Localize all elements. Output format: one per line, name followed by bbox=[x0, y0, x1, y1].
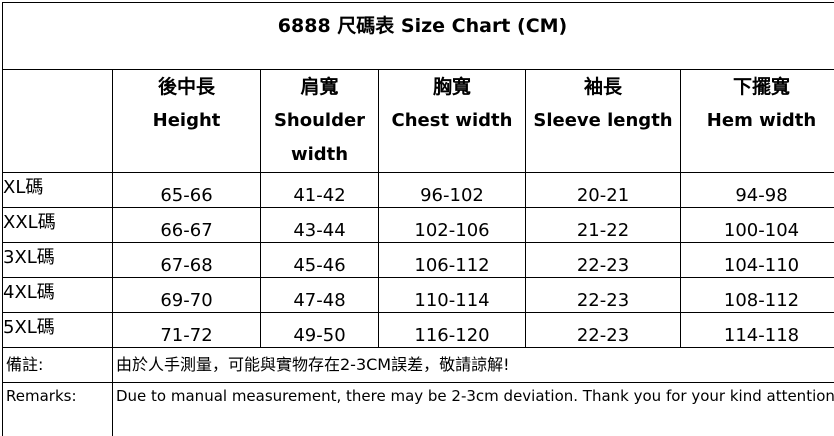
header-cell: 袖長 Sleeve length bbox=[525, 69, 681, 173]
size-value: 20-21 bbox=[525, 172, 681, 208]
size-label: 5XL碼 bbox=[2, 312, 113, 348]
data-row: XXL碼 66-67 43-44 102-106 21-22 100-104 bbox=[2, 207, 834, 243]
size-value: 65-66 bbox=[112, 172, 261, 208]
size-value: 47-48 bbox=[260, 277, 379, 313]
header-cell bbox=[2, 69, 113, 173]
size-value: 104-110 bbox=[679, 242, 834, 278]
size-value: 22-23 bbox=[525, 277, 681, 313]
header-zh: 後中長 bbox=[157, 76, 215, 98]
header-en: Sleeve length bbox=[533, 110, 673, 131]
header-cell: 胸寬 Chest width bbox=[378, 69, 526, 173]
size-label: 3XL碼 bbox=[2, 242, 113, 278]
size-value: 66-67 bbox=[112, 207, 261, 243]
data-row: 4XL碼 69-70 47-48 110-114 22-23 108-112 bbox=[2, 277, 834, 313]
size-label: XXL碼 bbox=[2, 207, 113, 243]
size-value: 67-68 bbox=[112, 242, 261, 278]
size-value: 69-70 bbox=[112, 277, 261, 313]
size-value: 106-112 bbox=[378, 242, 526, 278]
header-cell: 後中長 Height bbox=[112, 69, 261, 173]
header-en: Hem width bbox=[706, 110, 817, 131]
size-value: 71-72 bbox=[112, 312, 261, 348]
size-value: 41-42 bbox=[260, 172, 379, 208]
size-value: 102-106 bbox=[378, 207, 526, 243]
size-value: 114-118 bbox=[679, 312, 834, 348]
header-zh: 肩寬 bbox=[300, 76, 339, 98]
header-en: Chest width bbox=[391, 110, 513, 131]
header-en: Shoulder width bbox=[273, 110, 366, 165]
notes-text: 由於人手測量，可能與實物存在2-3CM誤差，敬請諒解! bbox=[111, 347, 834, 383]
size-value: 21-22 bbox=[525, 207, 681, 243]
notes-row: 備註: 由於人手測量，可能與實物存在2-3CM誤差，敬請諒解! bbox=[2, 347, 834, 383]
size-value: 45-46 bbox=[260, 242, 379, 278]
data-row: 5XL碼 71-72 49-50 116-120 22-23 114-118 bbox=[2, 312, 834, 348]
header-zh: 胸寬 bbox=[432, 76, 471, 98]
size-value: 116-120 bbox=[378, 312, 526, 348]
size-label: XL碼 bbox=[2, 172, 113, 208]
size-value: 100-104 bbox=[679, 207, 834, 243]
size-value: 49-50 bbox=[260, 312, 379, 348]
data-row: XL碼 65-66 41-42 96-102 20-21 94-98 bbox=[2, 172, 834, 208]
size-value: 22-23 bbox=[525, 312, 681, 348]
remarks-row: Remarks: Due to manual measurement, there… bbox=[2, 382, 834, 436]
size-value: 96-102 bbox=[378, 172, 526, 208]
remarks-label: Remarks: bbox=[2, 382, 113, 436]
size-value: 110-114 bbox=[378, 277, 526, 313]
size-label: 4XL碼 bbox=[2, 277, 113, 313]
table-title: 6888 尺碼表 Size Chart (CM) bbox=[1, 2, 834, 70]
size-value: 43-44 bbox=[260, 207, 379, 243]
size-value: 94-98 bbox=[679, 172, 834, 208]
header-cell: 下擺寬 Hem width bbox=[679, 69, 834, 173]
data-row: 3XL碼 67-68 45-46 106-112 22-23 104-110 bbox=[2, 242, 834, 278]
header-zh: 下擺寬 bbox=[733, 76, 791, 98]
header-cell: 肩寬 Shoulder width bbox=[260, 69, 379, 173]
size-value: 22-23 bbox=[525, 242, 681, 278]
header-zh: 袖長 bbox=[583, 76, 622, 98]
header-row: 後中長 Height 肩寬 Shoulder width 胸寬 Chest width 袖長… bbox=[2, 69, 834, 173]
notes-label: 備註: bbox=[2, 347, 113, 383]
header-en: Height bbox=[152, 110, 221, 131]
size-value: 108-112 bbox=[679, 277, 834, 313]
remarks-text: Due to manual measurement, there may be … bbox=[111, 382, 834, 436]
